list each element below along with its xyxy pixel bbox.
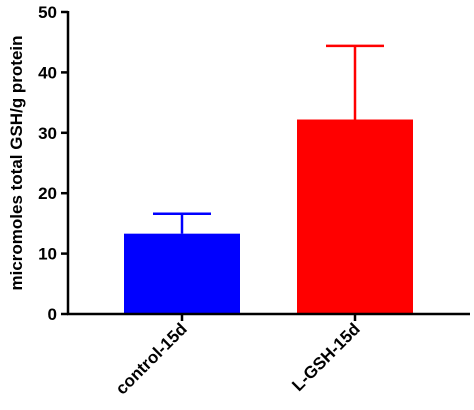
bar-L-GSH-15d (297, 119, 413, 315)
y-tick-label: 50 (38, 3, 57, 22)
y-tick-label: 10 (38, 245, 57, 264)
y-axis-title: micromoles total GSH/g protein (7, 35, 26, 290)
x-tick-label: control-15d (112, 319, 191, 398)
y-tick-label: 0 (48, 305, 57, 324)
error-bars (153, 44, 384, 234)
bar-control-15d (124, 233, 240, 314)
y-tick-label: 30 (38, 124, 57, 143)
y-tick-label: 20 (38, 184, 57, 203)
y-tick-label: 40 (38, 63, 57, 82)
bars (124, 119, 413, 315)
y-axis-ticks: 0 10 20 30 40 50 (38, 3, 68, 324)
x-tick-label: L-GSH-15d (288, 319, 364, 395)
x-axis-ticks: control-15d L-GSH-15d (112, 314, 364, 398)
